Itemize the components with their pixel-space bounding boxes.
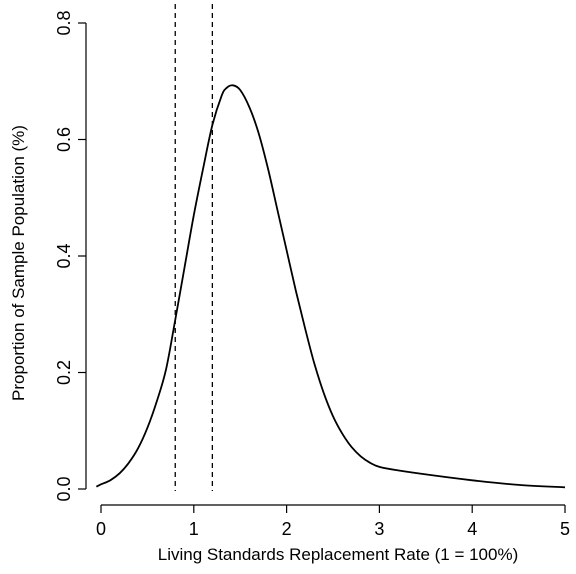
x-tick-label: 3: [374, 519, 384, 539]
y-tick-label: 0.8: [54, 10, 74, 35]
plot-content: [95, 4, 566, 491]
y-axis-title: Proportion of Sample Population (%): [9, 125, 28, 401]
y-axis: 0.0 0.2 0.4 0.6 0.8: [54, 10, 87, 502]
y-tick-label: 0.2: [54, 360, 74, 385]
x-tick-label: 5: [560, 519, 570, 539]
x-tick-label: 1: [189, 519, 199, 539]
y-tick-label: 0.4: [54, 243, 74, 268]
x-axis: 0 1 2 3 4 5: [96, 504, 570, 539]
x-tick-label: 0: [96, 519, 106, 539]
y-tick-label: 0.6: [54, 127, 74, 152]
y-tick-label: 0.0: [54, 476, 74, 501]
x-tick-label: 2: [282, 519, 292, 539]
density-curve: [95, 84, 566, 489]
x-axis-title: Living Standards Replacement Rate (1 = 1…: [158, 545, 519, 564]
x-tick-label: 4: [467, 519, 477, 539]
